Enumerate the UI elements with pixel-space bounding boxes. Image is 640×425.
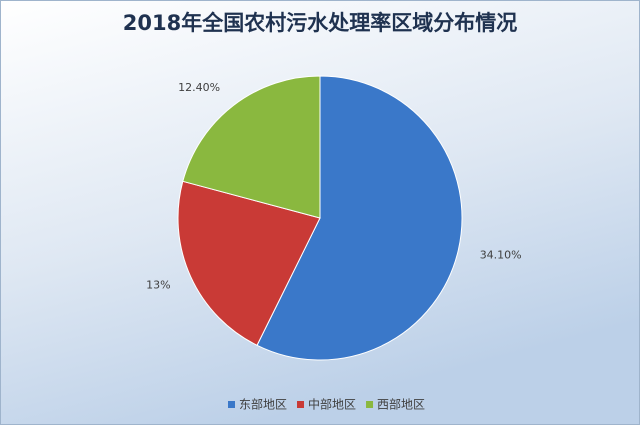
data-label: 12.40%: [178, 81, 220, 94]
data-label: 13%: [146, 279, 170, 292]
legend-label: 东部地区: [239, 397, 287, 412]
legend-swatch: [366, 401, 374, 408]
legend-swatch: [297, 401, 305, 408]
pie-slice: [182, 75, 321, 219]
data-label: 34.10%: [480, 248, 522, 261]
legend-label: 中部地区: [308, 397, 356, 412]
pie-slice: [177, 180, 321, 346]
pie-slice: [256, 75, 463, 361]
legend-swatch: [228, 401, 235, 408]
chart-title: 2018年全国农村污水处理率区域分布情况: [123, 11, 517, 35]
legend-label: 西部地区: [377, 397, 425, 412]
